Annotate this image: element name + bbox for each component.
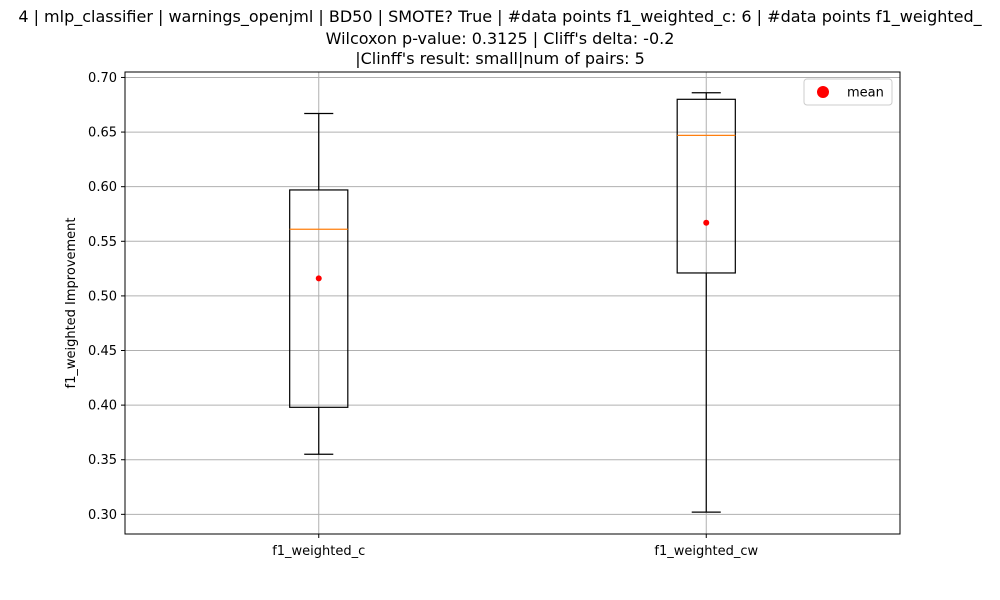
box-body (676, 98, 736, 274)
legend: mean (803, 78, 893, 106)
title-line-2: Wilcoxon p-value: 0.3125 | Cliff's delta… (326, 29, 675, 48)
mean-point (315, 275, 322, 282)
y-tick-label: 0.70 (88, 71, 117, 86)
chart-title: 4 | mlp_classifier | warnings_openjml | … (18, 7, 982, 68)
y-tick-label: 0.40 (88, 399, 117, 414)
y-tick-label: 0.65 (88, 126, 117, 141)
plot-frame (124, 71, 901, 535)
legend-mean-marker (817, 86, 829, 98)
legend-mean-label: mean (847, 86, 884, 101)
title-line-3: |Clinff's result: small|num of pairs: 5 (355, 49, 645, 68)
y-tick-label: 0.50 (88, 289, 117, 304)
mean-point (703, 219, 710, 226)
legend-frame (803, 78, 893, 106)
y-axis-ticks: 0.30 0.35 0.40 0.45 0.50 0.55 0.60 0.65 0.70 (88, 71, 125, 523)
x-tick-label: f1_weighted_cw (654, 544, 758, 559)
y-tick-label: 0.55 (88, 235, 117, 250)
y-tick-label: 0.45 (88, 344, 117, 359)
box-f1_weighted_c (289, 112, 349, 455)
box-series (289, 92, 736, 513)
y-tick-label: 0.30 (88, 508, 117, 523)
box-body (289, 189, 349, 408)
x-axis-ticks: f1_weighted_c f1_weighted_cw (272, 534, 758, 559)
grid-lines (125, 72, 900, 534)
box-f1_weighted_cw (676, 92, 736, 513)
y-tick-label: 0.35 (88, 453, 117, 468)
title-line-1: 4 | mlp_classifier | warnings_openjml | … (18, 7, 982, 27)
y-axis-label: f1_weighted Improvement (64, 217, 79, 388)
x-tick-label: f1_weighted_c (272, 544, 365, 559)
y-tick-label: 0.60 (88, 180, 117, 195)
